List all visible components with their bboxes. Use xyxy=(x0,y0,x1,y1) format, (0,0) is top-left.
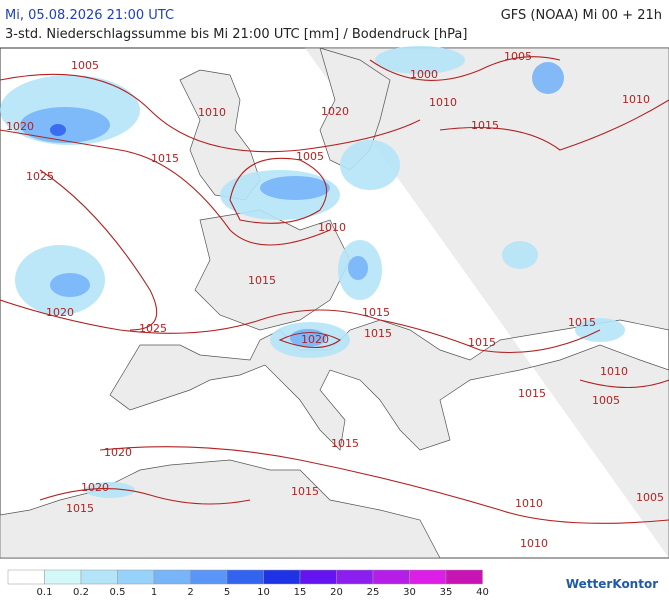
subtitle: 3-std. Niederschlagssumme bis Mi 21:00 U… xyxy=(5,27,467,42)
isobar-label: 1010 xyxy=(515,497,543,510)
legend-label: 25 xyxy=(367,587,380,598)
isobars xyxy=(0,56,669,524)
isobar-label: 1015 xyxy=(331,437,359,450)
isobar-label: 1005 xyxy=(592,394,620,407)
isobar-label: 1010 xyxy=(600,365,628,378)
model-run: GFS (NOAA) Mi 00 + 21h xyxy=(501,8,662,23)
isobar-label: 1015 xyxy=(151,152,179,165)
isobar-label: 1010 xyxy=(318,221,346,234)
isobar-labels: 1005 1000 1005 1010 1020 1010 1010 1015 1020 1015… xyxy=(6,50,664,550)
legend-swatch xyxy=(153,569,191,585)
isobar-label: 1005 xyxy=(504,50,532,63)
legend-label: 0.2 xyxy=(73,587,89,598)
legend-label: 5 xyxy=(224,587,230,598)
map: 1005 1000 1005 1010 1020 1010 1010 1015 1020 1015… xyxy=(0,46,669,559)
legend-swatch xyxy=(7,569,45,585)
isobar-label: 1015 xyxy=(66,502,94,515)
isobar-label: 1015 xyxy=(518,387,546,400)
isobar-label: 1010 xyxy=(198,106,226,119)
legend-swatch xyxy=(190,569,228,585)
isobar-label: 1020 xyxy=(81,481,109,494)
legend-swatch xyxy=(445,569,483,585)
isobar-label: 1015 xyxy=(568,316,596,329)
legend-swatch xyxy=(263,569,301,585)
legend-label: 0.1 xyxy=(37,587,53,598)
isobar-label: 1015 xyxy=(364,327,392,340)
legend-label: 35 xyxy=(440,587,453,598)
legend-label: 1 xyxy=(151,587,157,598)
legend: 0.1 0.2 0.5 1 2 5 10 15 20 25 30 35 40 xyxy=(7,569,489,598)
isobar-label: 1015 xyxy=(362,306,390,319)
isobar-label: 1020 xyxy=(104,446,132,459)
legend-swatch xyxy=(226,569,264,585)
isobar-label: 1015 xyxy=(248,274,276,287)
legend-swatch xyxy=(299,569,337,585)
isobar-label: 1025 xyxy=(139,322,167,335)
legend-swatch xyxy=(409,569,447,585)
isobar-label: 1000 xyxy=(410,68,438,81)
isobar-label: 1005 xyxy=(636,491,664,504)
legend-label: 15 xyxy=(294,587,307,598)
legend-swatch xyxy=(117,569,155,585)
isobar-label: 1015 xyxy=(468,336,496,349)
legend-label: 10 xyxy=(257,587,270,598)
legend-swatch xyxy=(44,569,82,585)
title: Mi, 05.08.2026 21:00 UTC xyxy=(5,8,174,23)
legend-swatch xyxy=(80,569,118,585)
legend-label: 2 xyxy=(187,587,193,598)
isobar-label: 1020 xyxy=(301,333,329,346)
land xyxy=(0,47,669,559)
legend-label: 0.5 xyxy=(110,587,126,598)
isobar-label: 1015 xyxy=(471,119,499,132)
legend-swatch xyxy=(336,569,374,585)
isobar-label: 1020 xyxy=(46,306,74,319)
isobar-label: 1005 xyxy=(296,150,324,163)
legend-label: 30 xyxy=(403,587,416,598)
isobar-label: 1015 xyxy=(291,485,319,498)
isobar-label: 1025 xyxy=(26,170,54,183)
isobar-label: 1010 xyxy=(520,537,548,550)
isobar-label: 1020 xyxy=(6,120,34,133)
isobar-label: 1005 xyxy=(71,59,99,72)
legend-label: 40 xyxy=(476,587,489,598)
isobar-label: 1020 xyxy=(321,105,349,118)
isobar-label: 1010 xyxy=(429,96,457,109)
legend-label: 20 xyxy=(330,587,343,598)
brand: WetterKontor xyxy=(566,577,658,591)
isobar-label: 1010 xyxy=(622,93,650,106)
legend-swatch xyxy=(372,569,410,585)
